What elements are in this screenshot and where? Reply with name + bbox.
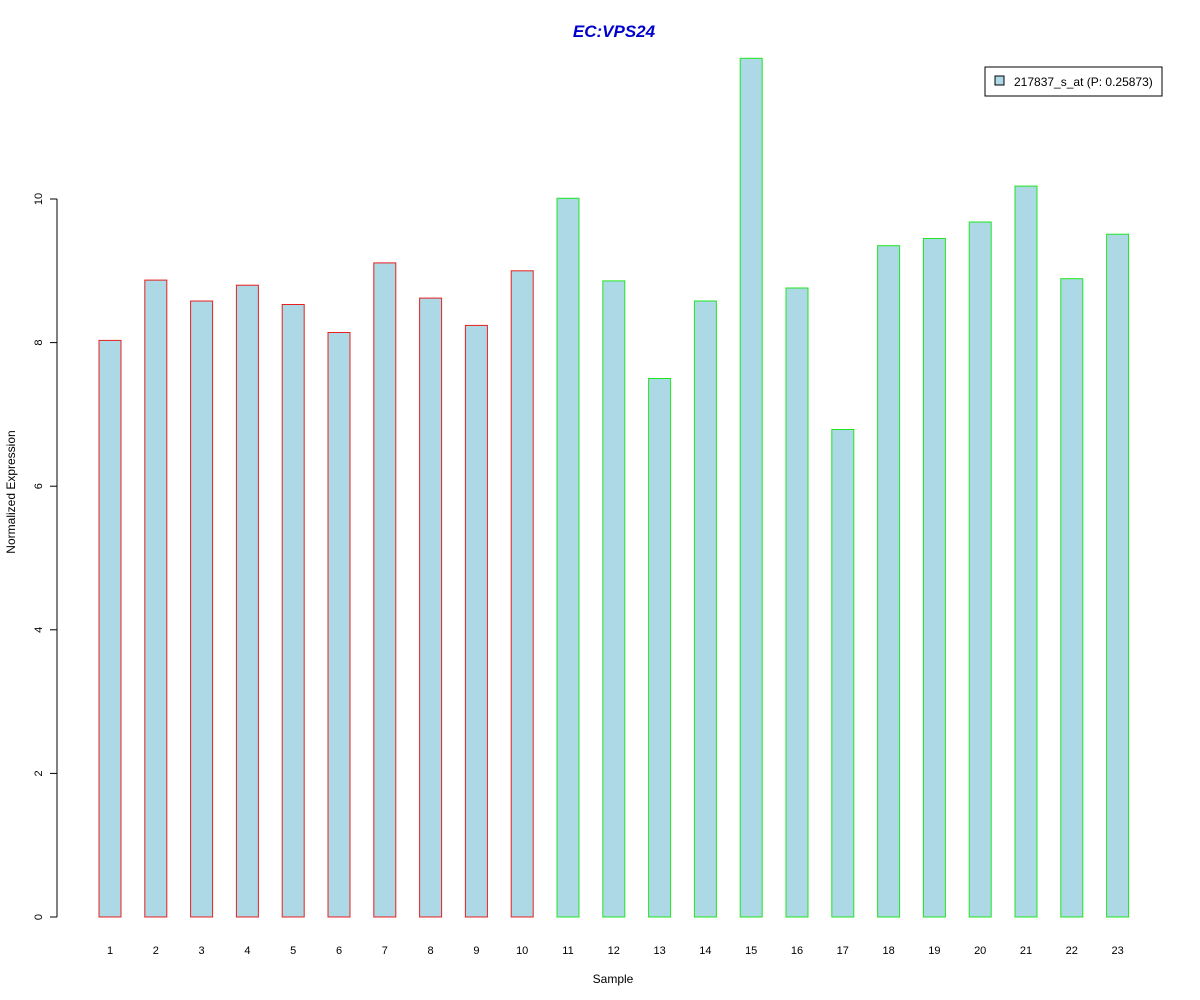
bar-sample-15	[739, 57, 763, 918]
x-tick-label: 12	[608, 945, 620, 957]
x-tick-label: 23	[1111, 945, 1123, 957]
x-tick-label: 14	[699, 945, 711, 957]
x-tick-label: 13	[653, 945, 665, 957]
bar-sample-12	[602, 280, 626, 918]
bars	[98, 57, 1130, 918]
x-tick-label: 3	[199, 945, 205, 957]
x-tick-label: 18	[882, 945, 894, 957]
x-tick-labels: 1 2 3 4 5 6 7 8 9 10 11 12 13 14 15 16 17 18 19 20 21 22 23	[107, 945, 1124, 957]
x-tick-label: 17	[837, 945, 849, 957]
y-tick-label: 4	[33, 627, 45, 633]
bar-sample-16	[785, 287, 809, 918]
bar-sample-8	[419, 297, 443, 918]
bar-sample-10	[510, 270, 534, 918]
bar-sample-9	[464, 324, 488, 918]
bar-sample-19	[922, 238, 946, 918]
x-tick-label: 11	[562, 945, 573, 957]
x-tick-label: 9	[473, 945, 479, 957]
bar-sample-5	[281, 304, 305, 918]
x-tick-label: 21	[1020, 945, 1032, 957]
x-tick-label: 6	[336, 945, 342, 957]
x-tick-label: 19	[928, 945, 940, 957]
y-axis-title: Normalized Expression	[4, 430, 18, 553]
x-tick-label: 2	[153, 945, 159, 957]
bar-sample-6	[327, 332, 351, 918]
y-axis: 0 2 4 6 8 10	[33, 193, 58, 920]
x-tick-label: 22	[1066, 945, 1078, 957]
x-tick-label: 8	[428, 945, 434, 957]
x-tick-label: 10	[516, 945, 528, 957]
x-tick-label: 16	[791, 945, 803, 957]
legend-box	[984, 66, 1163, 97]
x-tick-label: 15	[745, 945, 757, 957]
legend-swatch	[994, 75, 1005, 86]
x-tick-label: 5	[290, 945, 296, 957]
y-tick-label: 0	[33, 914, 45, 920]
bar-sample-11	[556, 197, 580, 918]
bar-sample-23	[1106, 233, 1130, 918]
bar-sample-3	[190, 300, 214, 918]
bar-sample-7	[373, 262, 397, 918]
bar-sample-18	[877, 245, 901, 918]
y-tick-label: 8	[33, 340, 45, 346]
bar-sample-22	[1060, 278, 1084, 918]
x-tick-label: 7	[382, 945, 388, 957]
bar-sample-4	[235, 284, 259, 918]
bar-sample-20	[968, 221, 992, 918]
legend: 217837_s_at (P: 0.25873)	[984, 66, 1163, 97]
bar-sample-2	[144, 279, 168, 918]
bar-sample-17	[831, 429, 855, 918]
bar-sample-13	[648, 378, 672, 918]
y-tick-label: 2	[33, 770, 45, 776]
x-tick-label: 1	[107, 945, 113, 957]
bar-sample-14	[693, 300, 717, 918]
y-tick-label: 10	[33, 193, 45, 205]
chart-title: EC:VPS24	[573, 22, 656, 41]
x-tick-label: 4	[244, 945, 250, 957]
x-axis-title: Sample	[593, 972, 634, 986]
bar-sample-21	[1014, 185, 1038, 918]
x-tick-label: 20	[974, 945, 986, 957]
y-tick-label: 6	[33, 483, 45, 489]
legend-label: 217837_s_at (P: 0.25873)	[1014, 75, 1153, 89]
bar-sample-1	[98, 339, 122, 918]
